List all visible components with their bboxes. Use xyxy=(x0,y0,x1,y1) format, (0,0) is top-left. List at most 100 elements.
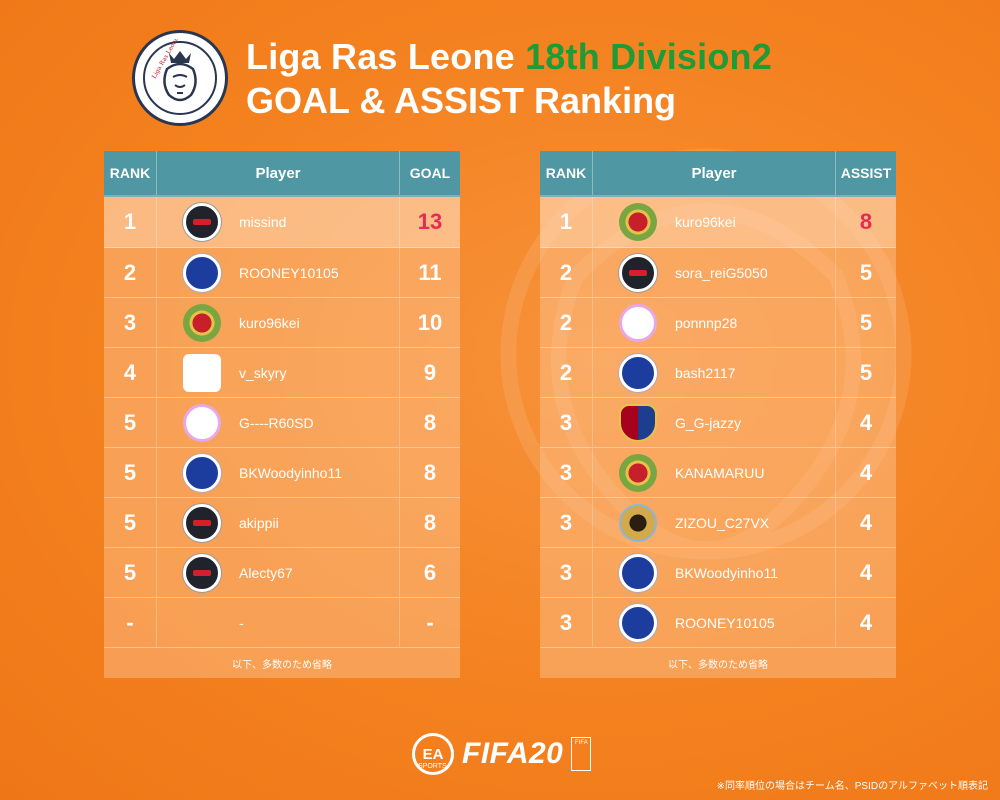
trolls-crest-icon xyxy=(183,453,221,492)
tie-ordering-note: ※同率順位の場合はチーム名、PSIDのアルファベット順表記 xyxy=(716,781,988,792)
rank-cell: 3 xyxy=(559,559,573,585)
player-name: ZIZOU_C27VX xyxy=(675,514,770,531)
player-name: ROONEY10105 xyxy=(239,264,339,281)
player-name: v_skyry xyxy=(239,364,287,381)
rank-cell: 3 xyxy=(559,459,573,485)
player-cell: ROONEY10105 xyxy=(592,598,836,647)
player-name: bash2117 xyxy=(675,364,736,381)
rank-cell: 2 xyxy=(559,309,573,335)
player-cell: KANAMARUU xyxy=(592,448,836,497)
goal-ranking-table: RANK Player GOAL 1 missind 13 2 ROONEY10105 1… xyxy=(104,151,460,678)
trolls-crest-icon xyxy=(619,353,657,392)
page-subtitle: GOAL & ASSIST Ranking xyxy=(246,80,677,121)
rank-cell: 5 xyxy=(123,459,137,485)
arsenal-style-crest-icon xyxy=(619,253,657,292)
table-row: 3 ZIZOU_C27VX 4 xyxy=(540,498,896,548)
value-cell: 4 xyxy=(859,409,873,435)
table-row: 3 ROONEY10105 4 xyxy=(540,598,896,648)
value-cell: - xyxy=(426,609,434,635)
value-cell: 10 xyxy=(417,309,443,335)
value-cell: 8 xyxy=(423,409,437,435)
value-cell: 9 xyxy=(423,359,437,385)
value-cell: 5 xyxy=(859,359,873,385)
division-label: 18th Division2 xyxy=(525,36,772,77)
player-cell: ZIZOU_C27VX xyxy=(592,498,836,547)
arsenal-style-crest-icon xyxy=(183,503,221,542)
goal-column-header: GOAL xyxy=(409,165,451,181)
rank-cell: 2 xyxy=(559,359,573,385)
player-cell: akippii xyxy=(156,498,400,547)
table-row: 3 KANAMARUU 4 xyxy=(540,448,896,498)
trolls-crest-icon xyxy=(619,603,657,642)
rank-column-header: RANK xyxy=(545,165,587,181)
barcelona-style-crest-icon xyxy=(619,403,657,442)
value-cell: 6 xyxy=(423,559,437,585)
player-cell: sora_reiG5050 xyxy=(592,248,836,297)
game-title: FIFA20 xyxy=(462,737,564,770)
arsenal-style-crest-icon xyxy=(183,203,221,241)
table-row: 5 Alecty67 6 xyxy=(104,548,460,598)
apricot-crest-icon xyxy=(619,453,657,492)
table-footer-note: 以下、多数のため省略 xyxy=(540,648,896,678)
player-name: KANAMARUU xyxy=(675,464,765,481)
value-cell: 11 xyxy=(418,259,442,285)
rank-cell: 3 xyxy=(559,409,573,435)
rank-cell: 5 xyxy=(123,559,137,585)
rank-cell: 3 xyxy=(559,509,573,535)
player-name: ponnnp28 xyxy=(675,314,738,331)
ea-label: EA xyxy=(422,745,444,763)
apricot-crest-icon xyxy=(619,203,657,241)
castle-crest-icon xyxy=(619,303,657,342)
rank-cell: 3 xyxy=(123,309,137,335)
rank-cell: 5 xyxy=(123,409,137,435)
table-row: 1 missind 13 xyxy=(104,197,460,248)
rank-cell: - xyxy=(126,609,134,635)
league-logo: Liga Ras Leone xyxy=(132,30,228,126)
table-row: 3 BKWoodyinho11 4 xyxy=(540,548,896,598)
ea-sports-icon: EA xyxy=(412,733,454,775)
rank-cell: 1 xyxy=(559,209,573,234)
table-row: 4 v_skyry 9 xyxy=(104,348,460,398)
rank-cell: 1 xyxy=(123,209,137,234)
player-cell: G_G-jazzy xyxy=(592,398,836,447)
value-cell: 4 xyxy=(859,509,873,535)
player-column-header: Player xyxy=(156,151,400,195)
player-name: G_G-jazzy xyxy=(675,414,742,431)
player-name: - xyxy=(239,614,244,631)
table-header: RANK Player ASSIST xyxy=(540,151,896,197)
league-name: Liga Ras Leone xyxy=(246,36,515,77)
value-cell: 8 xyxy=(859,209,873,234)
trolls-crest-icon xyxy=(619,553,657,592)
arsenal-style-crest-icon xyxy=(183,553,221,592)
trolls-crest-icon xyxy=(183,253,221,292)
player-cell: v_skyry xyxy=(156,348,400,397)
player-cell: ponnnp28 xyxy=(592,298,836,347)
value-cell: 5 xyxy=(859,309,873,335)
ea-sports-label: SPORTS xyxy=(418,763,447,770)
player-name: BKWoodyinho11 xyxy=(675,564,778,581)
lion-crest-icon: Liga Ras Leone xyxy=(143,39,217,115)
value-cell: 4 xyxy=(859,609,873,635)
player-cell: G----R60SD xyxy=(156,398,400,447)
value-cell: 4 xyxy=(859,459,873,485)
assist-column-header: ASSIST xyxy=(840,165,892,181)
rank-cell: 2 xyxy=(123,259,137,285)
fifa-badge-label: FIFA xyxy=(575,740,588,746)
pampers-crest-icon xyxy=(183,353,221,392)
player-name: missind xyxy=(239,214,287,230)
fifa20-logo: EA SPORTS FIFA20 FIFA xyxy=(412,733,592,775)
assist-ranking-table: RANK Player ASSIST 1 kuro96kei 8 2 sora_reiG… xyxy=(540,151,896,678)
table-row: 3 kuro96kei 10 xyxy=(104,298,460,348)
player-cell: ROONEY10105 xyxy=(156,248,400,297)
player-name: kuro96kei xyxy=(675,214,736,230)
value-cell: 4 xyxy=(859,559,873,585)
player-name: akippii xyxy=(239,514,279,531)
value-cell: 8 xyxy=(423,459,437,485)
player-cell: kuro96kei xyxy=(592,197,836,247)
table-row: 3 G_G-jazzy 4 xyxy=(540,398,896,448)
player-cell: missind xyxy=(156,197,400,247)
player-cell: BKWoodyinho11 xyxy=(592,548,836,597)
table-footer-note: 以下、多数のため省略 xyxy=(104,648,460,678)
table-row: 2 sora_reiG5050 5 xyxy=(540,248,896,298)
page-title: Liga Ras Leone 18th Division2 xyxy=(246,36,772,78)
